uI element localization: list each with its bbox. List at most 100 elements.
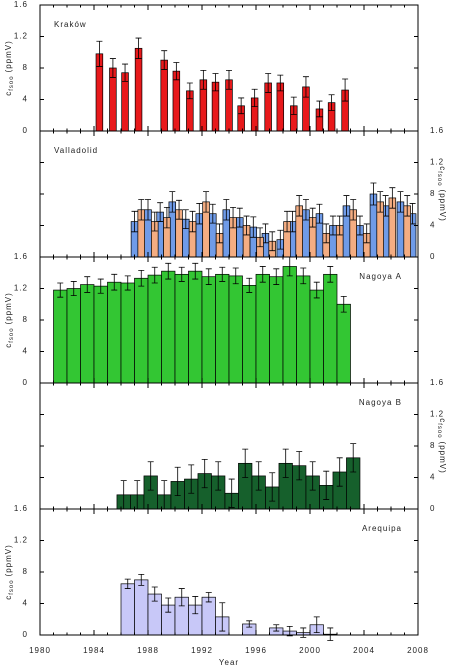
- error-bar: [215, 461, 222, 491]
- y-tick-label: 8: [430, 189, 435, 198]
- bar: [134, 47, 143, 132]
- bar: [296, 275, 311, 384]
- error-bar: [151, 586, 158, 602]
- error-bar: [309, 207, 316, 228]
- y-label-symbol: c: [438, 166, 447, 171]
- bar: [161, 270, 176, 384]
- bar: [93, 285, 108, 384]
- y-label-unit: (ppmV): [4, 40, 13, 72]
- bar: [174, 273, 189, 384]
- bar: [120, 583, 135, 636]
- panel-title: Arequipa: [362, 524, 402, 533]
- error-bar: [316, 203, 323, 224]
- y-label-symbol: c: [4, 91, 13, 96]
- y-tick-label: 4: [23, 347, 28, 356]
- panel-title: Nagoya A: [359, 272, 402, 281]
- error-bar: [216, 223, 223, 244]
- y-tick-label: 0: [430, 252, 435, 261]
- error-bar: [135, 37, 142, 59]
- bar: [323, 273, 338, 384]
- bar: [147, 274, 162, 384]
- error-bar: [250, 216, 257, 238]
- error-bar: [205, 592, 212, 603]
- error-bar: [273, 268, 280, 285]
- error-bar: [228, 478, 235, 508]
- error-bar: [300, 267, 307, 285]
- y-tick-label: 1.6: [14, 0, 28, 9]
- y-tick-label: 1.2: [430, 158, 444, 167]
- bar: [201, 276, 216, 384]
- error-bar: [192, 262, 199, 280]
- error-bar: [246, 277, 253, 293]
- error-bar: [302, 76, 309, 98]
- y-tick-label: 8: [23, 63, 28, 72]
- error-bar: [323, 470, 330, 500]
- error-bar: [124, 275, 131, 291]
- y-tick-label: 1.6: [430, 378, 444, 387]
- error-bar: [212, 73, 219, 92]
- error-bar: [109, 58, 116, 78]
- bar: [107, 281, 122, 384]
- y-tick-label: 4: [23, 95, 28, 104]
- error-bar: [282, 448, 289, 478]
- bar: [215, 273, 230, 384]
- error-bar: [178, 266, 185, 282]
- error-bar: [290, 96, 297, 115]
- error-bar: [205, 268, 212, 285]
- error-bar: [151, 266, 158, 284]
- y-tick-label: 1.6: [430, 126, 444, 135]
- bar: [134, 579, 149, 636]
- error-bar: [286, 625, 293, 637]
- x-tick-label: 2000: [299, 646, 321, 655]
- error-bar: [219, 266, 226, 282]
- bar: [282, 266, 297, 384]
- y-label-symbol: c: [4, 343, 13, 348]
- y-tick-label: 4: [430, 473, 435, 482]
- y-label-unit: (ppmV): [438, 190, 447, 222]
- bar: [120, 282, 135, 384]
- y-label-symbol: c: [4, 595, 13, 600]
- x-axis-label: Year: [219, 658, 239, 667]
- error-bar: [238, 97, 245, 115]
- bar: [228, 275, 243, 384]
- bar: [201, 596, 216, 636]
- error-bar: [327, 266, 334, 283]
- y-tick-label: 0: [23, 630, 28, 639]
- error-bar: [277, 229, 284, 250]
- y-tick-label: 8: [23, 567, 28, 576]
- bar: [336, 303, 351, 384]
- bar: [80, 284, 95, 384]
- error-bar: [131, 210, 138, 233]
- error-bar: [200, 69, 207, 90]
- error-bar: [350, 199, 357, 221]
- bar: [255, 273, 270, 384]
- error-bar: [97, 278, 104, 294]
- x-tick-label: 1980: [29, 646, 51, 655]
- error-bar: [251, 88, 258, 107]
- error-bar: [255, 461, 262, 491]
- y-tick-label: 1.6: [14, 252, 28, 261]
- y-label-unit: (ppmV): [4, 292, 13, 324]
- error-bar: [138, 199, 145, 221]
- y-tick-label: 8: [23, 315, 28, 324]
- error-bar: [201, 458, 208, 489]
- error-bar: [236, 207, 243, 228]
- error-bar: [242, 448, 249, 478]
- error-bar: [296, 195, 303, 217]
- error-bar: [389, 187, 396, 209]
- y-tick-label: 1.2: [14, 536, 28, 545]
- error-bar: [377, 191, 384, 213]
- panel-title: Kraków: [54, 20, 87, 29]
- error-bar: [340, 295, 347, 313]
- error-bar: [343, 195, 350, 217]
- panel-title: Nagoya B: [359, 398, 402, 407]
- error-bar: [336, 457, 343, 487]
- y-tick-label: 1.2: [14, 284, 28, 293]
- y-tick-label: 1.2: [430, 410, 444, 419]
- y-label-sub: fsoo: [9, 75, 15, 90]
- y-tick-label: 4: [23, 599, 28, 608]
- bar: [160, 59, 168, 132]
- error-bar: [138, 573, 145, 586]
- error-bar: [232, 267, 239, 285]
